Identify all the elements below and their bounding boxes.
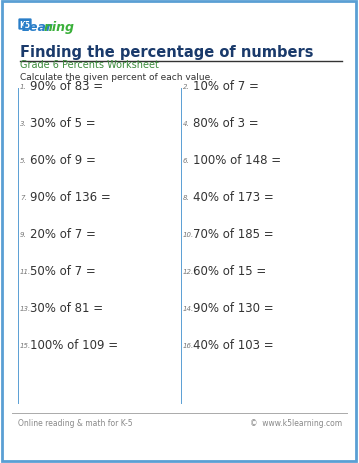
Text: 70% of 185 =: 70% of 185 = <box>193 227 274 240</box>
Text: 12.: 12. <box>183 269 194 275</box>
Text: ©  www.k5learning.com: © www.k5learning.com <box>250 419 342 427</box>
Text: Grade 6 Percents Worksheet: Grade 6 Percents Worksheet <box>20 60 159 70</box>
Text: Finding the percentage of numbers: Finding the percentage of numbers <box>20 45 313 60</box>
Text: 90% of 83 =: 90% of 83 = <box>30 80 103 93</box>
Text: 3.: 3. <box>20 121 27 127</box>
Text: 10.: 10. <box>183 232 194 238</box>
Text: 4.: 4. <box>183 121 190 127</box>
Text: 60% of 15 =: 60% of 15 = <box>193 264 266 277</box>
Text: 30% of 5 =: 30% of 5 = <box>30 117 95 130</box>
Text: 100% of 148 =: 100% of 148 = <box>193 154 281 167</box>
Text: 15.: 15. <box>20 342 31 348</box>
Text: K5: K5 <box>19 20 31 30</box>
Text: ning: ning <box>44 21 75 34</box>
Text: 10% of 7 =: 10% of 7 = <box>193 80 259 93</box>
Text: 16.: 16. <box>183 342 194 348</box>
Text: 5.: 5. <box>20 158 27 163</box>
Text: 40% of 103 =: 40% of 103 = <box>193 338 274 351</box>
Text: 80% of 3 =: 80% of 3 = <box>193 117 258 130</box>
Text: 7.: 7. <box>20 194 27 200</box>
Text: Calculate the given percent of each value.: Calculate the given percent of each valu… <box>20 73 213 82</box>
Text: 60% of 9 =: 60% of 9 = <box>30 154 96 167</box>
Text: 50% of 7 =: 50% of 7 = <box>30 264 96 277</box>
Text: 90% of 130 =: 90% of 130 = <box>193 301 274 314</box>
Text: 2.: 2. <box>183 84 190 90</box>
Text: 100% of 109 =: 100% of 109 = <box>30 338 118 351</box>
Text: 20% of 7 =: 20% of 7 = <box>30 227 96 240</box>
Text: 9.: 9. <box>20 232 27 238</box>
Text: 11.: 11. <box>20 269 31 275</box>
Text: Online reading & math for K-5: Online reading & math for K-5 <box>18 419 132 427</box>
Text: 14.: 14. <box>183 305 194 311</box>
Text: 40% of 173 =: 40% of 173 = <box>193 191 274 204</box>
Text: Lear: Lear <box>22 21 53 34</box>
Text: 30% of 81 =: 30% of 81 = <box>30 301 103 314</box>
Text: 8.: 8. <box>183 194 190 200</box>
Text: 13.: 13. <box>20 305 31 311</box>
Text: 90% of 136 =: 90% of 136 = <box>30 191 111 204</box>
Text: 1.: 1. <box>20 84 27 90</box>
Text: 6.: 6. <box>183 158 190 163</box>
